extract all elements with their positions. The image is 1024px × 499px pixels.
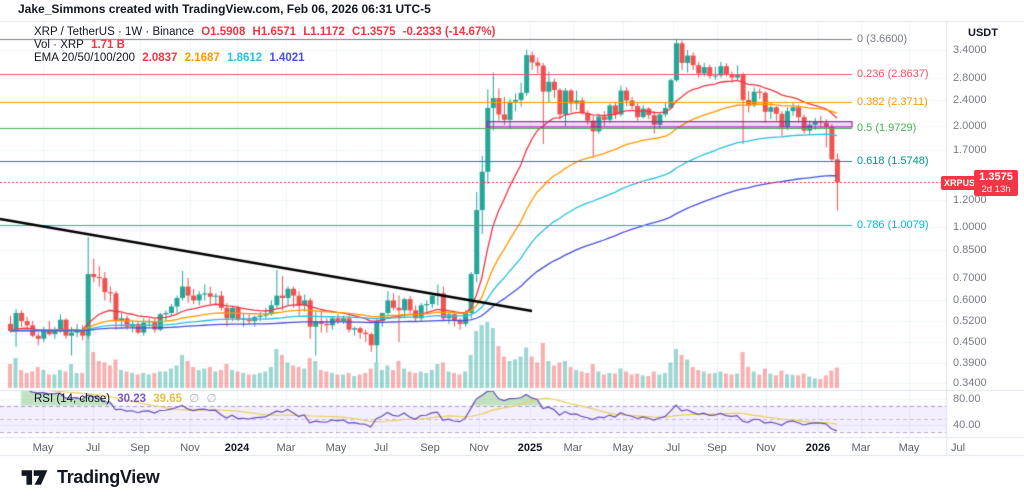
fib-label: 0.618 (1.5748) xyxy=(857,154,929,167)
time-axis-label[interactable]: Sep xyxy=(420,442,440,454)
time-axis-label[interactable]: May xyxy=(32,442,54,454)
ema-50-value: 2.1687 xyxy=(184,52,220,64)
symbol-title[interactable]: XRP / TetherUS · 1W · Binance xyxy=(34,26,195,38)
rsi-empty-icon-1: ∅ xyxy=(189,393,200,405)
price-tick-label: 0.7000 xyxy=(953,272,987,285)
ema-100-value: 1.8612 xyxy=(227,52,263,64)
volume-value: 1.71 B xyxy=(91,39,125,51)
bar-countdown: 2d 13h xyxy=(981,184,1011,195)
price-tick-label: 0.5200 xyxy=(953,315,987,328)
time-axis-label[interactable]: 2025 xyxy=(517,442,543,454)
time-axis-label[interactable]: 2026 xyxy=(805,442,831,454)
tradingview-branding[interactable]: TradingView xyxy=(20,467,160,488)
volume-legend-row: Vol · XRP 1.71 B xyxy=(34,39,129,51)
time-axis-label[interactable]: Sep xyxy=(130,442,150,454)
tradingview-logo-text: TradingView xyxy=(57,467,160,487)
price-tick-label: 0.6000 xyxy=(953,294,987,307)
time-axis-label[interactable]: Jul xyxy=(665,442,681,454)
time-axis-label[interactable]: Nov xyxy=(469,442,489,454)
price-tick-label: 0.3900 xyxy=(953,356,987,369)
time-axis-label[interactable]: Sep xyxy=(707,442,727,454)
time-axis-label[interactable]: Mar xyxy=(563,442,583,454)
price-tick-label: 0.4500 xyxy=(953,335,987,348)
ohlc-open: O1.5908 xyxy=(201,26,246,38)
change-value: -0.2333 (-14.67%) xyxy=(402,26,496,38)
fib-label: 0.786 (1.0079) xyxy=(857,219,929,232)
rsi-tick-label: 80.00 xyxy=(953,393,981,405)
current-price-badge: 1.3575 2d 13h xyxy=(974,170,1018,196)
time-axis-label[interactable]: Nov xyxy=(756,442,776,454)
volume-label[interactable]: Vol · XRP xyxy=(34,39,84,51)
price-tick-label: 2.8000 xyxy=(953,71,987,84)
time-axis-label[interactable]: May xyxy=(325,442,347,454)
current-price-value: 1.3575 xyxy=(979,171,1013,183)
price-tick-label: 1.7000 xyxy=(953,143,987,156)
price-tick-label: 2.0000 xyxy=(953,120,987,133)
tradingview-logo-icon xyxy=(21,470,48,485)
ema-200-value: 1.4021 xyxy=(269,52,305,64)
rsi-ma-value: 39.65 xyxy=(153,393,183,405)
time-axis-label[interactable]: May xyxy=(898,442,920,454)
rsi-value: 30.23 xyxy=(117,393,147,405)
ohlc-low: L1.1172 xyxy=(303,26,345,38)
rsi-label[interactable]: RSI (14, close) xyxy=(34,393,111,405)
time-axis-label[interactable]: Jul xyxy=(950,442,966,454)
price-tick-label: 0.8500 xyxy=(953,244,987,256)
attribution-text: Jake_Simmons created with TradingView.co… xyxy=(18,2,431,16)
price-tick-label: 3.4000 xyxy=(953,43,987,56)
rsi-empty-icon-2: ∅ xyxy=(206,393,217,405)
price-tick-label: 1.2000 xyxy=(953,194,987,207)
time-axis-label[interactable]: 2024 xyxy=(224,442,250,454)
time-axis-label[interactable]: Mar xyxy=(851,442,871,454)
price-tick-label: 0.3400 xyxy=(953,376,987,389)
time-axis-label[interactable]: Jul xyxy=(373,442,389,454)
time-axis-label[interactable]: May xyxy=(612,442,634,454)
time-axis-label[interactable]: Mar xyxy=(276,442,296,454)
price-tick-label: 1.0000 xyxy=(953,220,987,233)
symbol-legend-row: XRP / TetherUS · 1W · Binance O1.5908 H1… xyxy=(34,26,499,38)
ema-20-value: 2.0837 xyxy=(142,52,178,64)
time-axis-label[interactable]: Jul xyxy=(85,442,101,454)
rsi-tick-label: 40.00 xyxy=(953,419,981,431)
ema-legend-row: EMA 20/50/100/200 2.0837 2.1687 1.8612 1… xyxy=(34,52,309,64)
ema-label[interactable]: EMA 20/50/100/200 xyxy=(34,52,136,64)
fib-label: 0.382 (2.3711) xyxy=(857,95,928,108)
fib-label: 0.5 (1.9729) xyxy=(857,122,917,135)
rsi-legend-row: RSI (14, close) 30.23 39.65 ∅ ∅ xyxy=(34,391,221,405)
price-tick-label: 2.4000 xyxy=(953,93,987,106)
ohlc-high: H1.6571 xyxy=(252,26,297,38)
time-axis-label[interactable]: Nov xyxy=(180,442,200,454)
price-axis-currency-label[interactable]: USDT xyxy=(968,27,998,39)
fib-label: 0 (3.6600) xyxy=(857,32,908,45)
ohlc-close: C1.3575 xyxy=(352,26,396,38)
fib-label: 0.236 (2.8637) xyxy=(857,68,929,81)
